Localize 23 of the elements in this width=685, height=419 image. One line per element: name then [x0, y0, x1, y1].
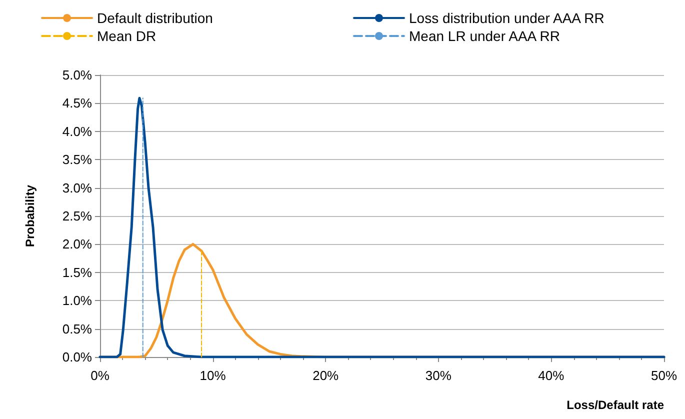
x-tick-label: 20%	[312, 368, 340, 383]
x-tick-label: 30%	[425, 368, 452, 383]
legend-label: Loss distribution under AAA RR	[409, 10, 604, 26]
y-tick-label: 1.5%	[62, 264, 92, 280]
y-tick-label: 0.0%	[62, 350, 92, 364]
y-tick-label: 4.0%	[62, 124, 92, 139]
y-tick-label: 3.0%	[62, 180, 92, 196]
x-axis-title: Loss/Default rate	[566, 398, 664, 412]
x-tick-label: 0%	[90, 368, 110, 383]
y-axis-title: Probability	[23, 184, 37, 248]
legend-label: Mean DR	[97, 28, 156, 44]
y-tick-label: 3.5%	[62, 152, 92, 168]
x-tick-label: 10%	[200, 368, 226, 383]
legend-label: Default distribution	[97, 10, 213, 26]
x-tick-label: 40%	[538, 368, 565, 383]
y-tick-label: 0.5%	[62, 321, 92, 336]
y-tick-label: 5.0%	[62, 68, 92, 82]
y-tick-label: 4.5%	[62, 96, 92, 111]
y-tick-label: 1.0%	[62, 293, 92, 308]
legend-label: Mean LR under AAA RR	[409, 28, 560, 44]
x-tick-label: 50%	[650, 368, 678, 383]
y-tick-label: 2.0%	[62, 236, 92, 252]
y-tick-label: 2.5%	[62, 208, 92, 224]
